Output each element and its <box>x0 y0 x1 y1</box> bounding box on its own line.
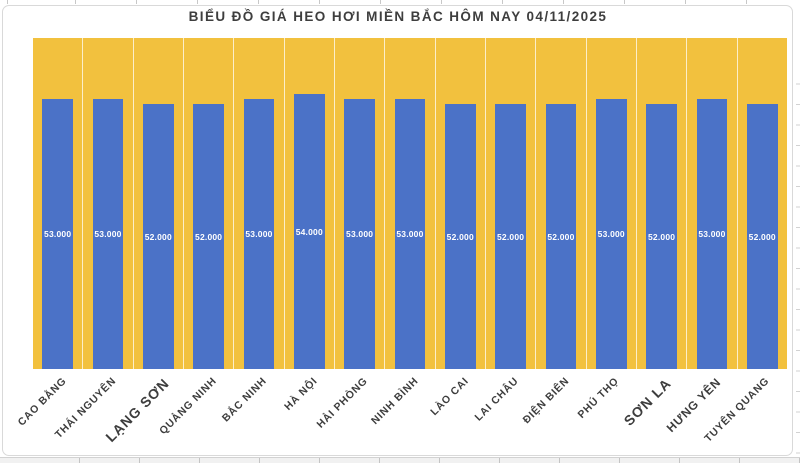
category-slot: 52.000 <box>134 38 184 369</box>
bar-4[interactable]: 52.000 <box>193 104 224 369</box>
bar-value-label: 52.000 <box>647 231 676 242</box>
bar-value-label: 54.000 <box>295 226 323 237</box>
category-slot: 52.000 <box>486 38 537 369</box>
category-slot: 54.000 <box>285 38 335 369</box>
bar-value-label: 53.000 <box>396 229 424 240</box>
spreadsheet-row-gridlines-right <box>796 64 800 458</box>
category-slot: 53.000 <box>587 38 637 369</box>
bar-9[interactable]: 52.000 <box>444 104 476 369</box>
bar-7[interactable]: 53.000 <box>344 99 375 369</box>
category-slot: 52.000 <box>738 38 787 369</box>
category-slot: 53.000 <box>385 38 436 369</box>
bar-value-label: 52.000 <box>497 231 525 242</box>
bar-8[interactable]: 53.000 <box>394 99 426 369</box>
category-slot: 53.000 <box>687 38 738 369</box>
bar-15[interactable]: 52.000 <box>746 104 778 369</box>
bar-11[interactable]: 52.000 <box>545 104 577 369</box>
bar-value-label: 53.000 <box>94 229 122 240</box>
bar-value-label: 52.000 <box>144 231 172 242</box>
category-slot: 52.000 <box>436 38 486 369</box>
category-slot: 53.000 <box>83 38 134 369</box>
bar-value-label: 52.000 <box>547 231 575 242</box>
bar-value-label: 53.000 <box>44 229 72 240</box>
bar-3[interactable]: 52.000 <box>143 104 174 369</box>
chart-title: BIỂU ĐỒ GIÁ HEO HƠI MIỀN BẮC HÔM NAY 04/… <box>188 9 608 24</box>
bar-10[interactable]: 52.000 <box>495 104 526 369</box>
bar-value-label: 53.000 <box>597 229 625 240</box>
bar-14[interactable]: 53.000 <box>696 99 728 369</box>
bar-value-label: 52.000 <box>195 231 223 242</box>
bar-13[interactable]: 52.000 <box>646 104 677 369</box>
category-slot: 53.000 <box>335 38 386 369</box>
category-slot: 52.000 <box>637 38 688 369</box>
spreadsheet-row-bottom <box>0 457 800 463</box>
category-slot: 53.000 <box>234 38 285 369</box>
bar-2[interactable]: 53.000 <box>92 99 124 369</box>
category-slot: 52.000 <box>536 38 587 369</box>
spreadsheet-column-gridlines-top <box>0 0 800 4</box>
category-slot: 53.000 <box>33 38 84 369</box>
bar-value-label: 52.000 <box>446 231 474 242</box>
plot-area: 53.000 53.000 52.000 52.000 53.000 54.000 53.0… <box>33 38 787 369</box>
bar-6[interactable]: 54.000 <box>294 94 325 369</box>
bar-value-label: 53.000 <box>346 229 374 240</box>
bar-12[interactable]: 53.000 <box>595 99 627 369</box>
bar-value-label: 53.000 <box>245 229 273 240</box>
bar-value-label: 53.000 <box>698 229 726 240</box>
category-slot: 52.000 <box>184 38 235 369</box>
bar-value-label: 52.000 <box>748 231 776 242</box>
bar-1[interactable]: 53.000 <box>42 99 73 369</box>
bar-5[interactable]: 53.000 <box>243 99 275 369</box>
